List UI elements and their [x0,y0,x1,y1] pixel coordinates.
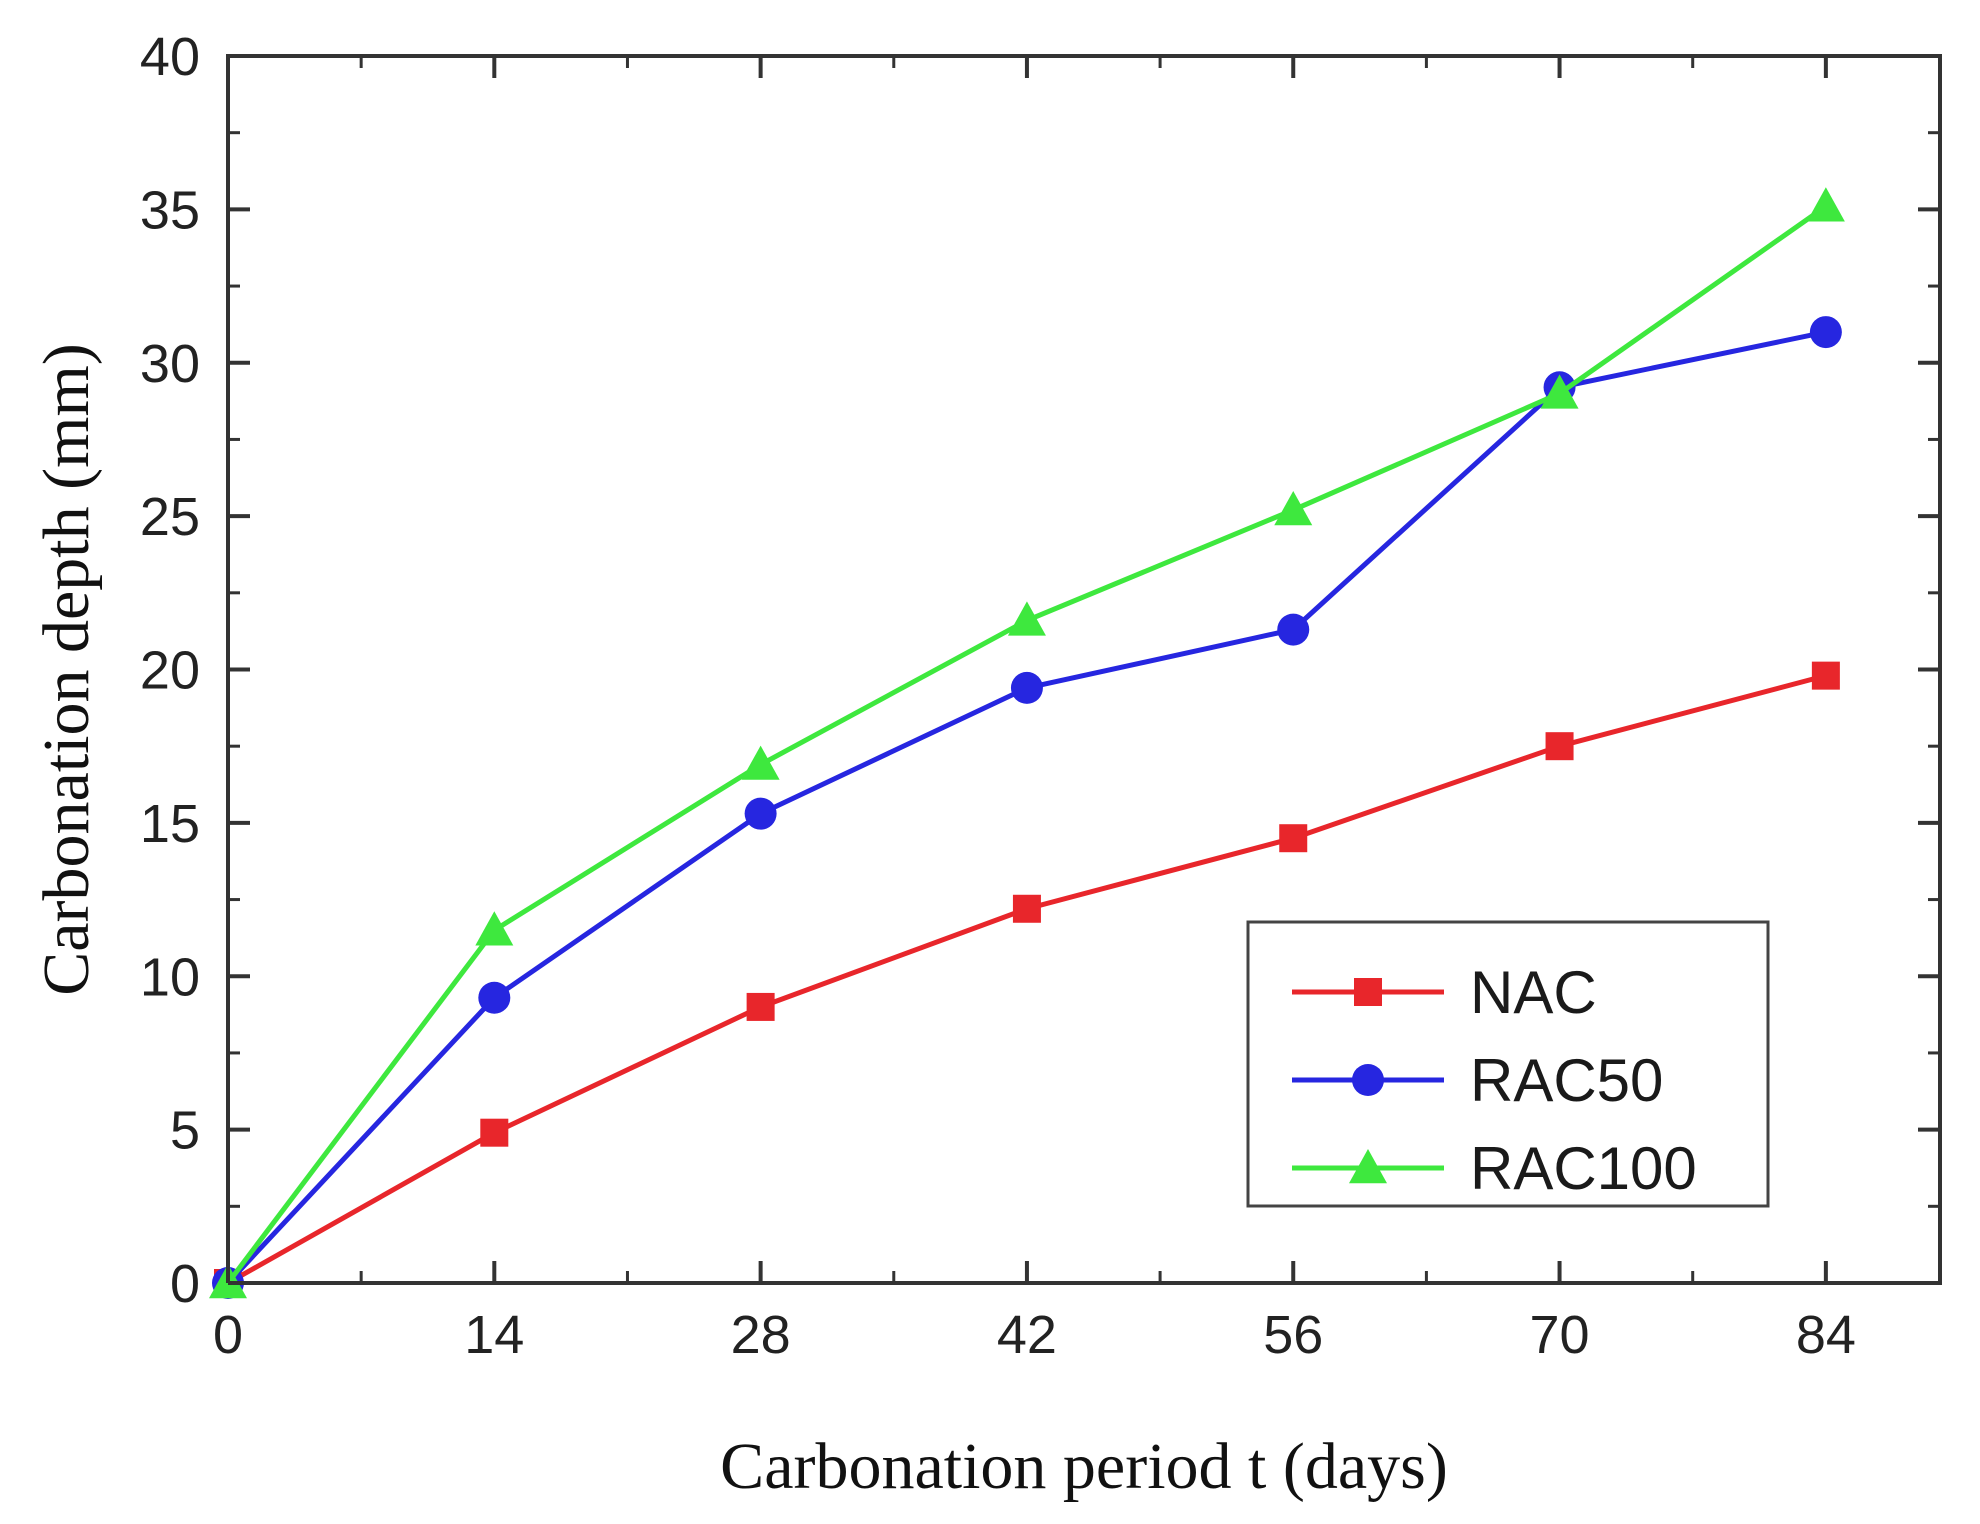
legend-label: RAC100 [1470,1135,1697,1202]
legend-label: RAC50 [1470,1047,1663,1114]
point-rac100 [1540,374,1579,409]
y-tick-label: 10 [140,947,200,1007]
x-tick-label: 70 [1530,1305,1590,1365]
y-tick-label: 40 [140,27,200,87]
y-tick-label: 25 [140,487,200,547]
point-rac100 [475,911,514,946]
x-tick-label: 28 [731,1305,791,1365]
legend: NAC RAC50 RAC100 [1246,920,1770,1208]
y-tick-label: 35 [140,180,200,240]
x-tick-label: 56 [1263,1305,1323,1365]
point-rac100 [1007,601,1046,636]
x-axis-title: Carbonation period t (days) [720,1430,1448,1503]
y-tick-label: 0 [170,1254,200,1314]
point-nac [480,1118,509,1147]
y-tick-label: 15 [140,794,200,854]
y-tick-label: 20 [140,641,200,701]
point-rac100 [1806,187,1845,222]
point-rac100 [741,745,780,780]
legend-label: NAC [1470,959,1597,1026]
point-rac50 [744,797,777,830]
legend-box [1246,920,1770,1208]
legend-marker [1354,978,1382,1006]
point-nac [1811,661,1840,690]
y-tick-label: 30 [140,334,200,394]
point-rac50 [1010,671,1043,704]
x-tick-label: 0 [213,1305,243,1365]
point-rac100 [1274,490,1313,526]
point-nac [1545,732,1574,761]
x-tick-label: 84 [1796,1305,1856,1365]
legend-item-nac: NAC [1292,959,1597,1026]
x-tick-label: 42 [997,1305,1057,1365]
x-tick-label: 14 [464,1305,524,1365]
point-nac [1279,824,1308,853]
y-axis-title: Carbonation depth (mm) [30,343,103,996]
legend-item-rac50: RAC50 [1292,1047,1663,1114]
point-nac [1012,894,1041,923]
axis-ticks: 0 5 10 15 20 25 30 35 40 0 14 28 42 56 70 84 [140,27,1940,1365]
legend-marker [1352,1064,1384,1096]
point-rac50 [478,981,511,1014]
series-rac100 [209,187,1845,1299]
legend-item-rac100: RAC100 [1292,1135,1697,1202]
point-rac50 [1809,316,1842,349]
point-rac50 [1277,613,1310,646]
legend-marker [1349,1149,1387,1184]
y-tick-label: 5 [170,1101,200,1161]
point-nac [746,992,775,1021]
